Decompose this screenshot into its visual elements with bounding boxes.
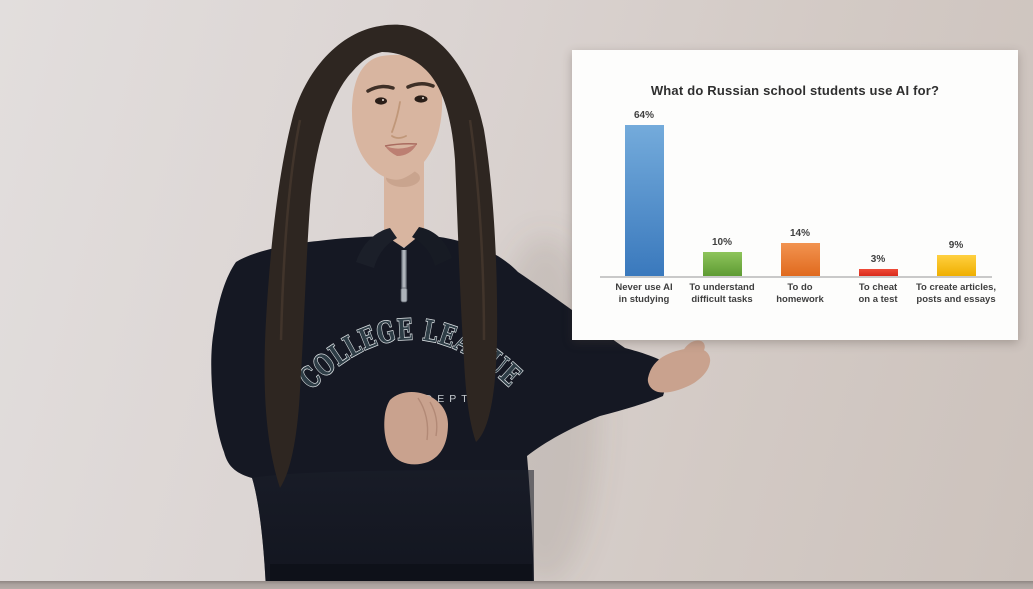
hair-highlight — [279, 119, 486, 341]
collar-right — [412, 227, 452, 266]
sweatshirt-shading — [252, 470, 534, 589]
right-eyebrow — [406, 82, 435, 89]
bar-value-label: 9% — [948, 240, 964, 251]
chart-title: What do Russian school students use AI f… — [650, 83, 940, 98]
bar-category-label: To do homework — [776, 282, 824, 306]
zipper-pull — [400, 287, 408, 303]
chart-bar — [858, 269, 898, 276]
collar-left — [356, 228, 397, 268]
bar-value-label: 64% — [633, 110, 654, 121]
right-eye-glint — [422, 97, 424, 99]
bar-category-label: To cheat on a test — [858, 282, 898, 306]
bar-value-label: 3% — [870, 254, 886, 265]
chart-bar — [936, 255, 976, 276]
left-eye-glint — [382, 99, 384, 101]
x-axis-line — [600, 276, 992, 278]
chart-panel: What do Russian school students use AI f… — [572, 50, 1018, 340]
right-eye — [414, 95, 428, 103]
chart-bar — [624, 125, 664, 276]
lips — [385, 144, 417, 156]
nose — [391, 101, 407, 139]
left-eye — [375, 97, 387, 105]
open-hand — [647, 348, 711, 393]
chart-bar — [702, 252, 742, 276]
curled-hand — [384, 392, 448, 465]
bar-category-label: To create articles, posts and essays — [915, 282, 997, 306]
curled-hand-knuckles — [417, 397, 438, 441]
left-eyebrow — [366, 84, 395, 93]
lip-line — [384, 143, 418, 147]
hair — [264, 24, 498, 489]
floor-edge — [0, 581, 1033, 589]
bar-value-label: 10% — [711, 237, 732, 248]
chart-bar — [780, 243, 820, 276]
bar-category-label: Never use AI in studying — [615, 282, 673, 306]
bar-category-label: To understand difficult tasks — [689, 282, 755, 306]
bar-value-label: 14% — [789, 228, 810, 239]
open-hand-thumb — [682, 340, 705, 357]
